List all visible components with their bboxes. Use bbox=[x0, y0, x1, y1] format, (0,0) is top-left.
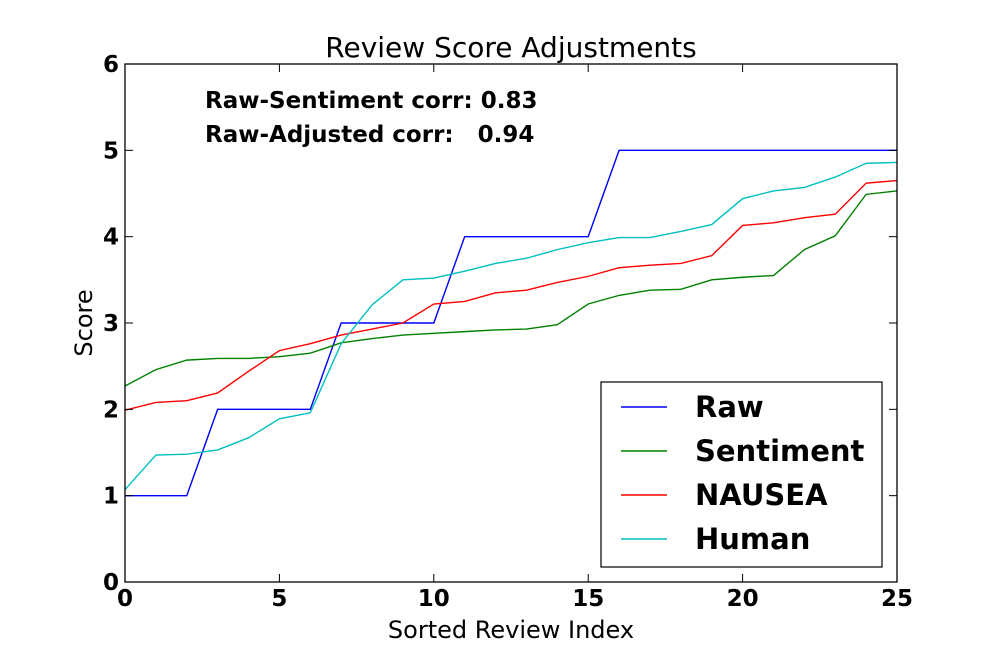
x-tick-label: 5 bbox=[271, 586, 287, 612]
x-tick-label: 15 bbox=[572, 586, 604, 612]
legend-box bbox=[600, 381, 883, 568]
x-axis-label: Sorted Review Index bbox=[388, 616, 634, 644]
y-tick-label: 2 bbox=[103, 397, 119, 423]
x-tick-label: 0 bbox=[117, 586, 133, 612]
y-tick-label: 0 bbox=[103, 570, 119, 596]
y-tick-label: 4 bbox=[103, 225, 119, 251]
y-axis-label: Score bbox=[70, 289, 98, 356]
x-tick-label: 20 bbox=[727, 586, 759, 612]
series-line-nausea bbox=[124, 179, 898, 411]
legend-label-raw: Raw bbox=[695, 390, 764, 424]
series-line-human bbox=[124, 161, 898, 491]
series-line-raw bbox=[125, 149, 897, 497]
y-tick-label: 3 bbox=[103, 311, 119, 337]
x-tick-label: 25 bbox=[881, 586, 913, 612]
legend-label-human: Human bbox=[695, 522, 810, 556]
y-tick-label: 5 bbox=[103, 138, 119, 164]
chart-title: Review Score Adjustments bbox=[325, 31, 696, 64]
legend-label-sentiment: Sentiment bbox=[695, 434, 865, 468]
plot-area: 0 5 10 15 20 25 0 1 2 3 4 5 6 bbox=[103, 52, 913, 612]
legend: Raw Sentiment NAUSEA Human bbox=[600, 381, 883, 568]
y-tick-label: 1 bbox=[103, 484, 119, 510]
x-tick-label: 10 bbox=[418, 586, 450, 612]
legend-label-nausea: NAUSEA bbox=[695, 478, 828, 512]
annotation-raw-sentiment-corr: Raw-Sentiment corr: 0.83 bbox=[205, 88, 537, 114]
annotation-raw-adjusted-corr: Raw-Adjusted corr: 0.94 bbox=[205, 122, 534, 148]
y-tick-label: 6 bbox=[103, 52, 119, 78]
series-line-sentiment bbox=[124, 190, 898, 387]
